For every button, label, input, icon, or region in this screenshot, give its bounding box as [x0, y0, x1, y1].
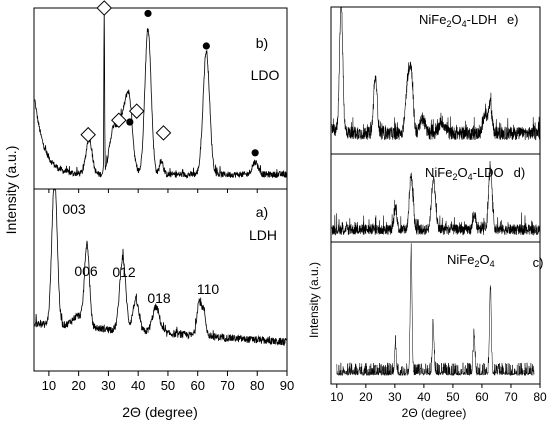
spinel-dot-marker: [126, 118, 134, 126]
right-xtick-label: 80: [533, 390, 547, 404]
left-xtick-label: 70: [220, 378, 234, 393]
right-panel-c-frame: [330, 241, 541, 385]
panel-c-trace: [336, 243, 535, 377]
left-xtick-label: 30: [101, 378, 115, 393]
spinel-dot-marker: [202, 42, 210, 50]
left-xtick-label: 40: [131, 378, 145, 393]
diamond-marker: [111, 112, 127, 128]
left-ylabel: Intensity (a.u.): [3, 146, 19, 235]
left-xtick-label: 90: [280, 378, 294, 393]
right-xtick-label: 30: [388, 390, 402, 404]
right-chart: 10 20 30 40 50 60 70 80 NiFe2O4-LDH e) NiFe2O4-L…: [307, 6, 547, 420]
hkl-003-label: 003: [62, 201, 86, 217]
spinel-dot-marker: [144, 9, 152, 18]
hkl-012-label: 012: [112, 264, 136, 280]
right-xtick-label: 20: [359, 390, 373, 404]
panel-b-trace: [34, 8, 287, 179]
diamond-marker: [96, 0, 113, 16]
right-xtick-label: 70: [504, 390, 518, 404]
diamond-marker: [80, 126, 96, 143]
right-xtick-label: 50: [446, 390, 460, 404]
left-xtick-label: 80: [250, 378, 264, 393]
panel-d-trace: [331, 160, 540, 236]
right-xlabel: 2Θ (degree): [402, 406, 467, 420]
right-ylabel: Intensity (a.u.): [307, 262, 321, 338]
diamond-marker: [128, 103, 145, 119]
panel-e-title: NiFe2O4-LDH e): [419, 12, 519, 29]
panel-d-title: NiFe2O4-LDO d): [425, 165, 525, 182]
panel-a-sample: LDH: [249, 227, 277, 243]
panel-b-label: b): [256, 35, 268, 51]
diamond-marker: [155, 125, 172, 141]
panel-a-label: a): [256, 204, 268, 220]
left-xtick-label: 60: [190, 378, 204, 393]
hkl-018-label: 018: [147, 290, 171, 306]
right-xtick-label: 40: [417, 390, 431, 404]
left-xtick-label: 20: [71, 378, 85, 393]
left-xtick-label: 50: [161, 378, 175, 393]
left-panel-a-frame: [33, 188, 288, 372]
panel-a-trace: [34, 189, 287, 347]
panel-b-sample: LDO: [251, 67, 280, 83]
left-chart: 10 20 30 40 50 60 70 80 90 b) LDO a) LDH 003 006…: [3, 0, 294, 420]
right-xtick-label: 10: [330, 390, 344, 404]
hkl-110-label: 110: [197, 281, 220, 297]
left-xlabel: 2Θ (degree): [122, 404, 197, 420]
spinel-dot-marker: [251, 149, 259, 157]
left-xtick-label: 10: [42, 378, 56, 393]
panel-e-trace: [331, 7, 540, 141]
right-xtick-label: 60: [475, 390, 489, 404]
panel-c-title: NiFe2O4 c): [447, 252, 543, 270]
hkl-006-label: 006: [74, 263, 98, 279]
